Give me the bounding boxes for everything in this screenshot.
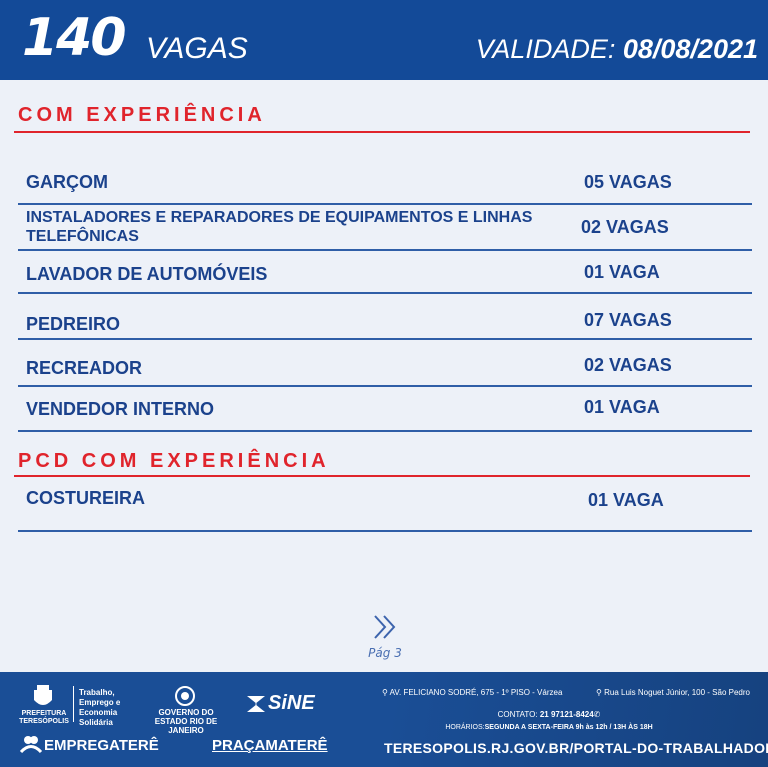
address-1-text: AV. FELICIANO SODRÉ, 675 - 1º PISO - Vár… (389, 688, 563, 697)
job-name: INSTALADORES E REPARADORES DE EQUIPAMENT… (26, 209, 533, 245)
logo-sine: SiNE (268, 692, 315, 714)
logo-divider (73, 686, 74, 722)
logo-rio-de-janeiro: GOVERNO DO ESTADO RIO DE JANEIRO (154, 708, 218, 735)
validity-label: VALIDADE: (475, 34, 616, 64)
job-count: 01 VAGA (588, 490, 664, 510)
vacancy-count-label: VAGAS (146, 32, 248, 65)
job-count: 05 VAGAS (584, 172, 672, 192)
job-row: COSTUREIRA 01 VAGA (18, 477, 752, 532)
job-name: LAVADOR DE AUTOMÓVEIS (26, 264, 268, 284)
hours-value: SEGUNDA A SEXTA-FEIRA 9h às 12h / 13H ÀS… (484, 724, 653, 731)
job-row: LAVADOR DE AUTOMÓVEIS 01 VAGA (18, 251, 752, 294)
empregatere-people-icon (20, 736, 42, 753)
job-row: VENDEDOR INTERNO 01 VAGA (18, 387, 752, 432)
page-number: Pág 3 (368, 646, 402, 660)
job-name: COSTUREIRA (26, 488, 146, 508)
contact: CONTATO: 21 97121-8424✆ (384, 710, 714, 719)
logo-empregatere: EMPREGATERÊ (44, 737, 159, 754)
contact-phone: 21 97121-8424 (539, 710, 594, 719)
job-row: RECREADOR 02 VAGAS (18, 340, 752, 387)
validity-date: 08/08/2021 (622, 34, 758, 64)
section-title: PCD COM EXPERIÊNCIA (18, 450, 330, 472)
location-pin-icon: ⚲ (596, 688, 602, 697)
job-count: 02 VAGAS (581, 217, 669, 237)
section-title: COM EXPERIÊNCIA (18, 104, 266, 126)
job-count: 01 VAGA (584, 397, 660, 417)
whatsapp-icon: ✆ (593, 710, 601, 719)
job-name: RECREADOR (26, 358, 143, 378)
footer: PREFEITURA TERESÓPOLIS Trabalho, Emprego… (0, 672, 768, 767)
rio-de-janeiro-seal-icon (175, 686, 195, 706)
location-pin-icon: ⚲ (382, 688, 388, 697)
validity: VALIDADE: 08/08/2021 (476, 34, 758, 65)
secretaria-name: Trabalho, Emprego e Economia Solidária (79, 688, 121, 727)
job-row: INSTALADORES E REPARADORES DE EQUIPAMENT… (18, 205, 752, 251)
portal-url[interactable]: TERESOPOLIS.RJ.GOV.BR/PORTAL-DO-TRABALHA… (384, 740, 768, 756)
teresopolis-crest-icon (34, 685, 52, 705)
vacancy-count: 140 (22, 8, 127, 68)
job-count: 01 VAGA (584, 262, 660, 282)
job-name: VENDEDOR INTERNO (26, 399, 215, 419)
hours-label: HORÁRIOS: (445, 724, 485, 731)
address-1: ⚲ AV. FELICIANO SODRÉ, 675 - 1º PISO - V… (382, 688, 562, 697)
sine-logo-icon (247, 696, 265, 712)
section-divider (14, 475, 750, 477)
job-count: 07 VAGAS (584, 310, 672, 330)
logo-prefeitura: PREFEITURA TERESÓPOLIS (19, 710, 69, 725)
address-2-text: Rua Luis Noguet Júnior, 100 - São Pedro (604, 688, 750, 697)
job-row: PEDREIRO 07 VAGAS (18, 294, 752, 340)
job-count: 02 VAGAS (584, 355, 672, 375)
section-divider (14, 131, 750, 133)
pagination: Pág 3 (360, 614, 410, 660)
job-name: PEDREIRO (26, 314, 121, 334)
logo-pracamatere: PRAÇAMATERÊ (212, 737, 328, 754)
hours: HORÁRIOS:SEGUNDA A SEXTA-FEIRA 9h às 12h… (384, 724, 714, 731)
address-2: ⚲ Rua Luis Noguet Júnior, 100 - São Pedr… (596, 688, 750, 697)
job-name: GARÇOM (26, 172, 108, 192)
double-chevron-right-icon[interactable] (370, 614, 400, 640)
header-banner: 140 VAGAS VALIDADE: 08/08/2021 (0, 0, 768, 80)
job-row: GARÇOM 05 VAGAS (18, 160, 752, 205)
contact-label: CONTATO: (497, 710, 538, 719)
